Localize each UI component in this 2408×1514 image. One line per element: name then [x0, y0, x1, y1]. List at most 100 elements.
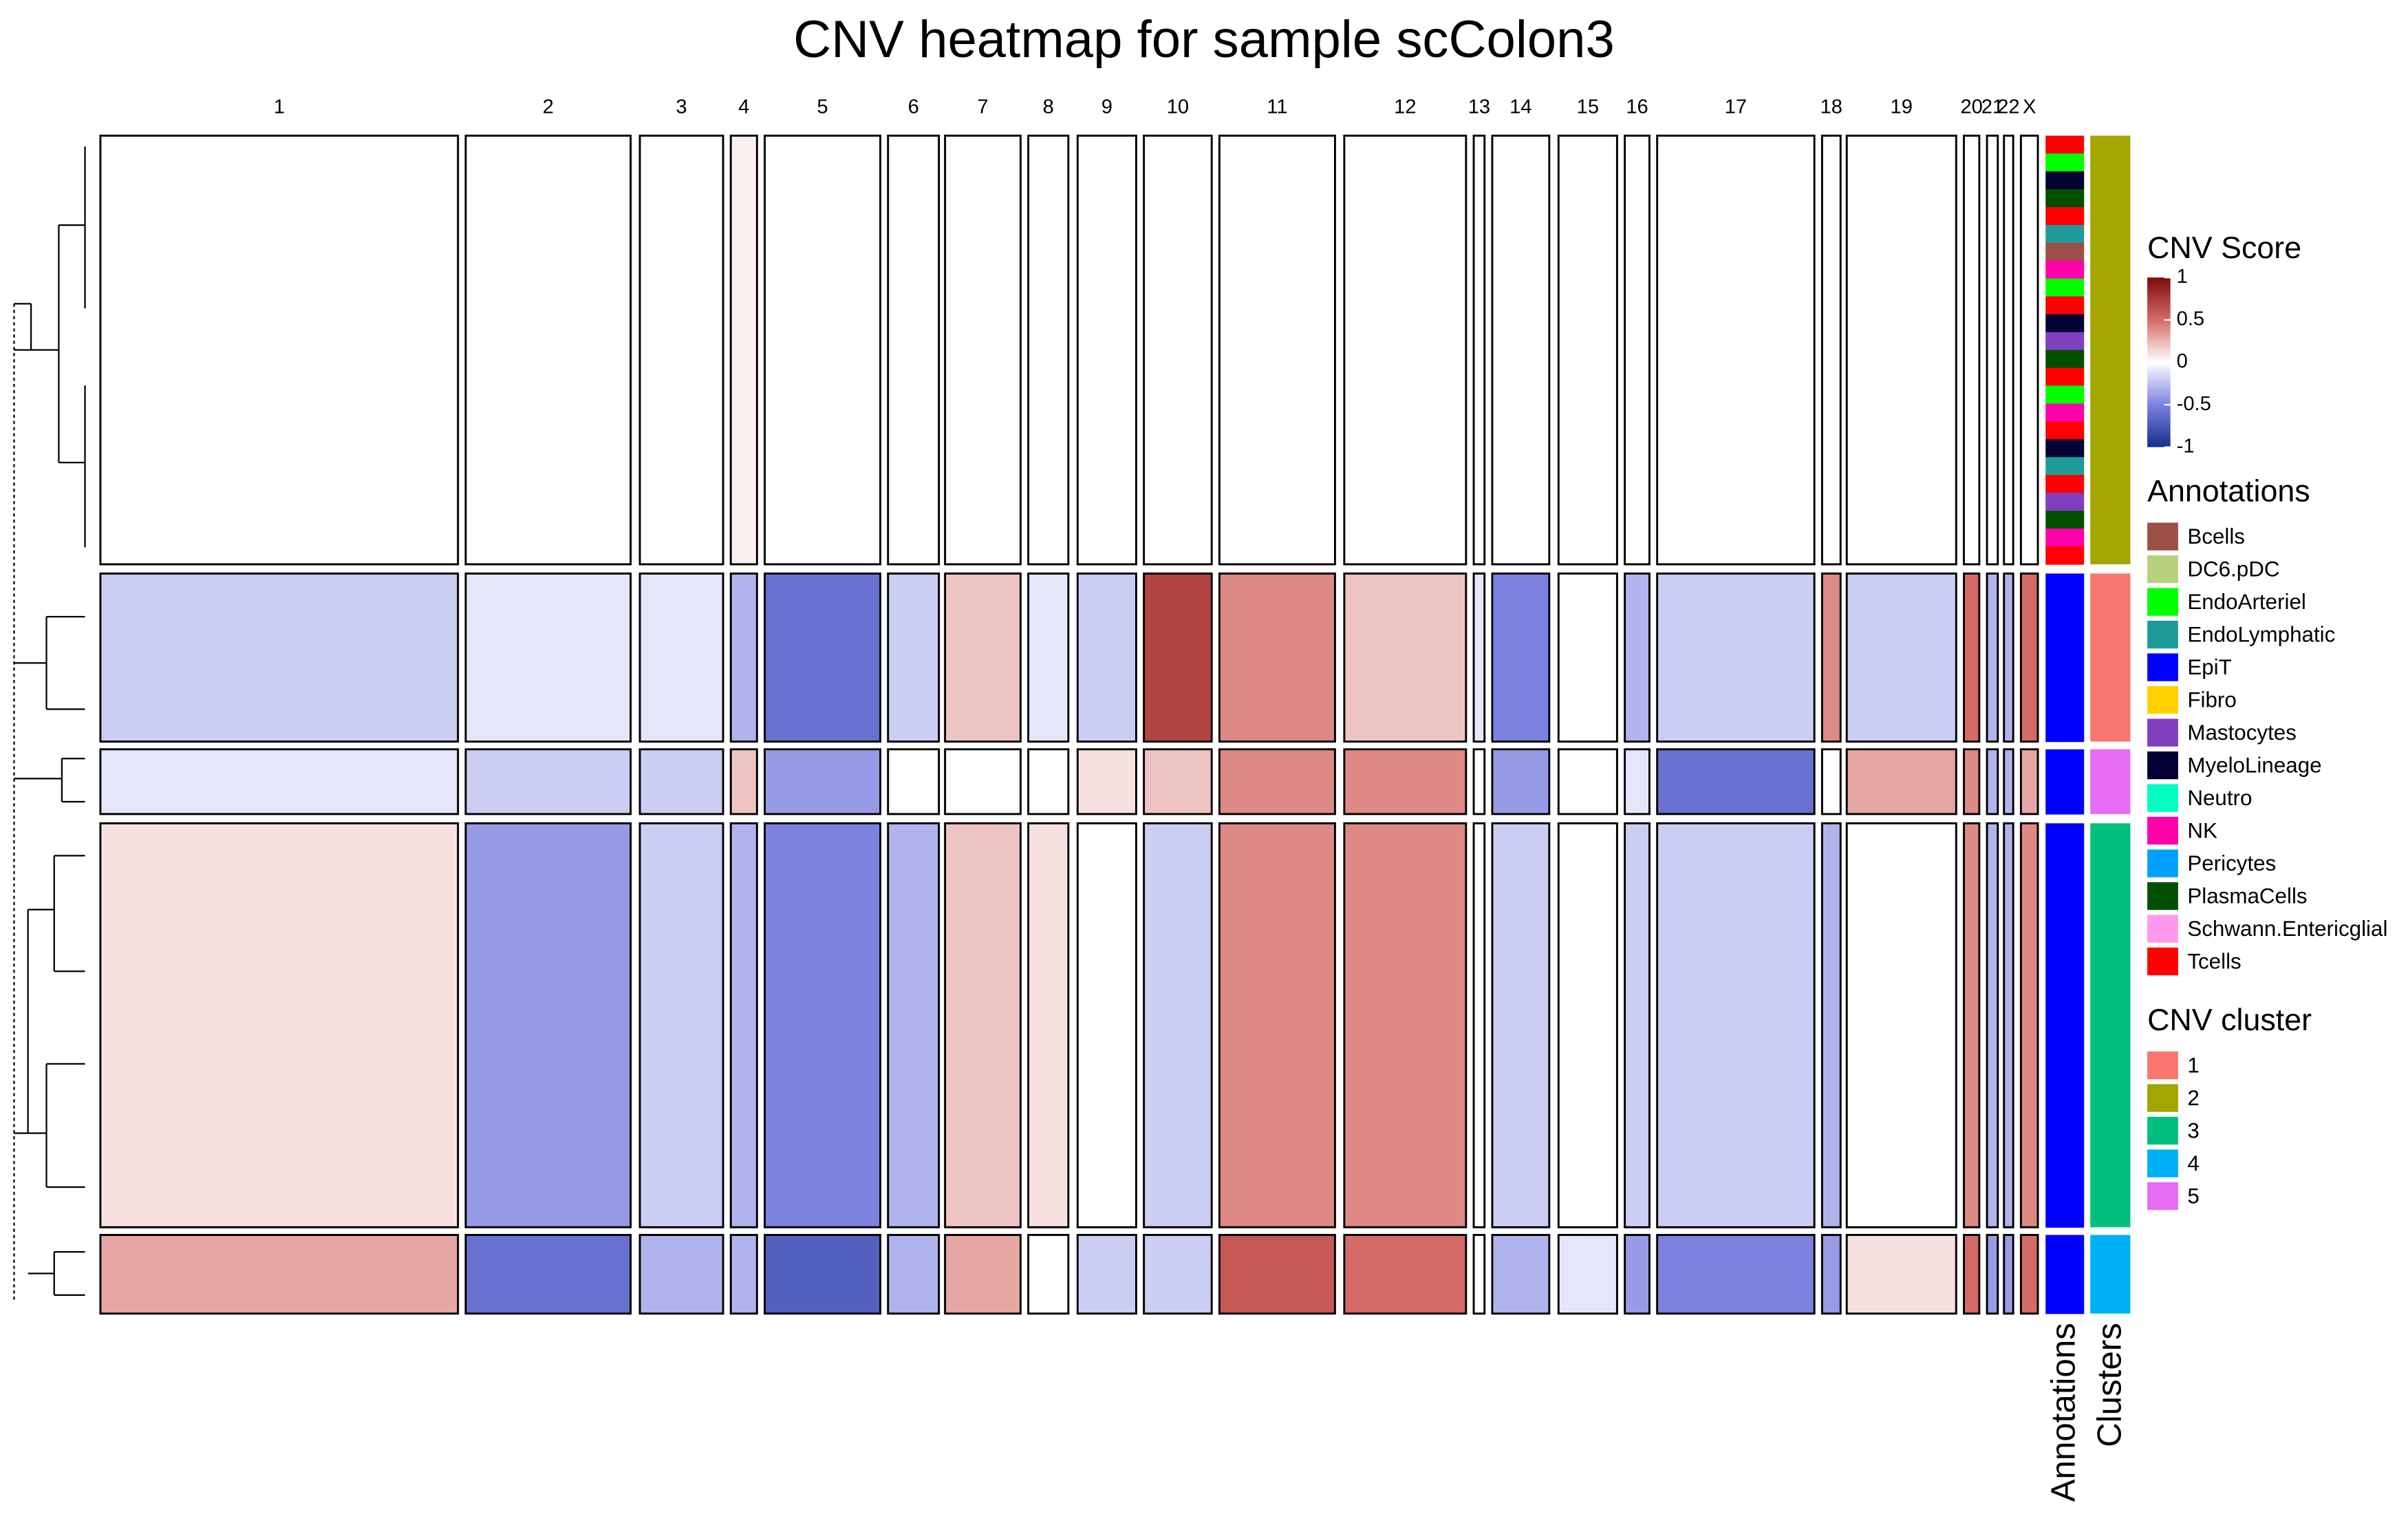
heatmap-cell: [1986, 1234, 1999, 1315]
legend-swatch: [2147, 588, 2178, 616]
column-label: 7: [977, 96, 988, 118]
heatmap-cell: [1027, 1234, 1070, 1315]
annotation-bar: [2045, 385, 2085, 405]
heatmap-cell: [1472, 572, 1486, 743]
heatmap-cell: [1845, 822, 1957, 1228]
heatmap-cell: [1143, 822, 1213, 1228]
heatmap-cell: [638, 748, 724, 815]
heatmap-cell: [1963, 134, 1981, 566]
column-label: 16: [1626, 96, 1648, 118]
heatmap-cell: [1491, 134, 1551, 566]
side-label: Clusters: [2091, 1323, 2129, 1447]
legend-swatch: [2147, 620, 2178, 649]
legend-label: 4: [2187, 1151, 2199, 1175]
column-label: 18: [1820, 96, 1842, 118]
heatmap-cell: [1557, 1234, 1618, 1315]
legend-swatch: [2147, 1084, 2178, 1112]
legend-swatch: [2147, 849, 2178, 877]
heatmap-cell: [1845, 134, 1957, 566]
heatmap-cell: [1963, 748, 1981, 815]
legend-swatch: [2147, 882, 2178, 910]
legend-label: 1: [2187, 1054, 2199, 1078]
annotation-bar: [2045, 823, 2085, 1228]
heatmap-cell: [887, 572, 940, 743]
heatmap-cell: [1143, 748, 1213, 815]
heatmap-cell: [1820, 572, 1842, 743]
heatmap-cell: [1963, 822, 1981, 1228]
heatmap-cell: [1963, 1234, 1981, 1315]
heatmap-cell: [464, 1234, 632, 1315]
legend-label: Fibro: [2187, 688, 2236, 712]
heatmap-cell: [464, 822, 632, 1228]
colorbar-tick-label: 0: [2177, 350, 2188, 372]
heatmap-cell: [1491, 1234, 1551, 1315]
heatmap-cell: [1076, 748, 1137, 815]
heatmap-cell: [2003, 134, 2014, 566]
heatmap-cell: [1027, 748, 1070, 815]
legend-label: 5: [2187, 1184, 2199, 1208]
annotation-bar: [2045, 475, 2085, 493]
legend-label: Neutro: [2187, 786, 2252, 810]
annotation-bar: [2045, 1235, 2085, 1314]
heatmap-cell: [1656, 822, 1816, 1228]
column-label: 20: [1960, 96, 1982, 118]
colorbar-tick-label: 1: [2177, 266, 2188, 288]
heatmap-cell: [887, 134, 940, 566]
legend-label: NK: [2187, 819, 2217, 843]
legend-swatch: [2147, 915, 2178, 943]
heatmap-cell: [638, 1234, 724, 1315]
heatmap-cell: [1624, 822, 1651, 1228]
column-label: 14: [1509, 96, 1531, 118]
heatmap-cell: [2003, 572, 2014, 743]
heatmap-cell: [1218, 822, 1336, 1228]
heatmap-cell: [1557, 572, 1618, 743]
legend-swatch: [2147, 1051, 2178, 1080]
annotation-bar: [2045, 511, 2085, 529]
legend-swatch: [2147, 555, 2178, 584]
annotation-bar: [2045, 573, 2085, 743]
legend-swatch: [2147, 653, 2178, 681]
column-label: 5: [817, 96, 828, 118]
legend-label: DC6.pDC: [2187, 557, 2279, 582]
annotation-bar: [2045, 278, 2085, 297]
annotation-bar: [2045, 224, 2085, 244]
heatmap-cell: [1027, 822, 1070, 1228]
heatmap-cell: [1218, 134, 1336, 566]
annotation-bar: [2045, 296, 2085, 315]
heatmap-cell: [1624, 748, 1651, 815]
heatmap-cell: [99, 572, 460, 743]
heatmap-cell: [729, 134, 758, 566]
column-label: 22: [1997, 96, 2019, 118]
heatmap-cell: [1986, 134, 1999, 566]
heatmap-cell: [1343, 134, 1468, 566]
legend-swatch: [2147, 784, 2178, 812]
heatmap-cell: [1963, 572, 1981, 743]
annotation-bar: [2045, 749, 2085, 815]
annotation-bar: [2045, 439, 2085, 458]
annotation-bar: [2045, 529, 2085, 547]
heatmap-cell: [1845, 748, 1957, 815]
heatmap-cell: [764, 134, 881, 566]
heatmap-cell: [1557, 822, 1618, 1228]
heatmap-cell: [887, 748, 940, 815]
legend-swatch: [2147, 816, 2178, 845]
heatmap-cell: [1656, 748, 1816, 815]
column-label: 2: [543, 96, 554, 118]
column-label: 19: [1891, 96, 1913, 118]
heatmap-cell: [638, 134, 724, 566]
legend-swatch: [2147, 685, 2178, 714]
heatmap-cell: [944, 572, 1022, 743]
heatmap-cell: [1845, 1234, 1957, 1315]
annotation-bar: [2045, 242, 2085, 262]
column-label: 3: [676, 96, 687, 118]
legend-label: Pericytes: [2187, 851, 2276, 875]
annotation-bar: [2045, 332, 2085, 351]
heatmap-cell: [729, 572, 758, 743]
heatmap-cell: [1472, 134, 1486, 566]
heatmap-cell: [2019, 572, 2039, 743]
heatmap-cell: [944, 134, 1022, 566]
annotation-bar: [2045, 153, 2085, 172]
heatmap-cell: [1986, 572, 1999, 743]
heatmap-cell: [944, 822, 1022, 1228]
